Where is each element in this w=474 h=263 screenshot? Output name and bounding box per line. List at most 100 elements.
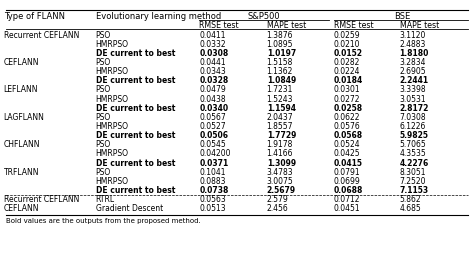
Text: S&P500: S&P500	[248, 12, 281, 21]
Text: DE current to best: DE current to best	[96, 159, 175, 168]
Text: 1.5243: 1.5243	[267, 95, 293, 104]
Text: 1.4166: 1.4166	[267, 149, 293, 158]
Text: 5.7065: 5.7065	[400, 140, 426, 149]
Text: 1.9178: 1.9178	[267, 140, 293, 149]
Text: MAPE test: MAPE test	[400, 21, 439, 30]
Text: 0.0699: 0.0699	[334, 177, 360, 186]
Text: 1.7729: 1.7729	[267, 131, 296, 140]
Text: HMRPSO: HMRPSO	[96, 95, 128, 104]
Text: DE current to best: DE current to best	[96, 104, 175, 113]
Text: 1.0895: 1.0895	[267, 40, 293, 49]
Text: 0.0258: 0.0258	[334, 104, 363, 113]
Text: 1.1362: 1.1362	[267, 67, 293, 76]
Text: 0.0568: 0.0568	[334, 131, 363, 140]
Text: BSE: BSE	[394, 12, 410, 21]
Text: 7.1153: 7.1153	[400, 186, 428, 195]
Text: 0.0567: 0.0567	[199, 113, 226, 122]
Text: 3.4783: 3.4783	[267, 168, 293, 177]
Text: 1.1594: 1.1594	[267, 104, 296, 113]
Text: 0.04200: 0.04200	[199, 149, 231, 158]
Text: 0.0371: 0.0371	[199, 159, 228, 168]
Text: CEFLANN: CEFLANN	[4, 204, 39, 213]
Text: 1.5158: 1.5158	[267, 58, 293, 67]
Text: 0.0340: 0.0340	[199, 104, 228, 113]
Text: 1.0849: 1.0849	[267, 76, 296, 85]
Text: 2.8172: 2.8172	[400, 104, 429, 113]
Text: Type of FLANN: Type of FLANN	[4, 12, 65, 21]
Text: HMRPSO: HMRPSO	[96, 67, 128, 76]
Text: 2.456: 2.456	[267, 204, 289, 213]
Text: 4.3535: 4.3535	[400, 149, 426, 158]
Text: 0.0712: 0.0712	[334, 195, 360, 204]
Text: 5.9825: 5.9825	[400, 131, 428, 140]
Text: 1.8557: 1.8557	[267, 122, 293, 131]
Text: 3.2834: 3.2834	[400, 58, 426, 67]
Text: 2.5679: 2.5679	[267, 186, 296, 195]
Text: 2.6905: 2.6905	[400, 67, 426, 76]
Text: 1.3876: 1.3876	[267, 31, 293, 40]
Text: 1.7231: 1.7231	[267, 85, 293, 94]
Text: 2.0437: 2.0437	[267, 113, 293, 122]
Text: 0.0224: 0.0224	[334, 67, 360, 76]
Text: PSO: PSO	[96, 85, 111, 94]
Text: 3.0075: 3.0075	[267, 177, 293, 186]
Text: 0.0308: 0.0308	[199, 49, 228, 58]
Text: 0.0545: 0.0545	[199, 140, 226, 149]
Text: 0.1041: 0.1041	[199, 168, 226, 177]
Text: 0.0688: 0.0688	[334, 186, 363, 195]
Text: 5.862: 5.862	[400, 195, 421, 204]
Text: 0.0152: 0.0152	[334, 49, 363, 58]
Text: 0.0259: 0.0259	[334, 31, 360, 40]
Text: 0.0506: 0.0506	[199, 131, 228, 140]
Text: PSO: PSO	[96, 140, 111, 149]
Text: 4.2276: 4.2276	[400, 159, 429, 168]
Text: CHFLANN: CHFLANN	[4, 140, 40, 149]
Text: DE current to best: DE current to best	[96, 186, 175, 195]
Text: DE current to best: DE current to best	[96, 49, 175, 58]
Text: 0.0738: 0.0738	[199, 186, 228, 195]
Text: RMSE test: RMSE test	[199, 21, 239, 30]
Text: 0.0343: 0.0343	[199, 67, 226, 76]
Text: PSO: PSO	[96, 58, 111, 67]
Text: Recurrent CEFLANN: Recurrent CEFLANN	[4, 31, 79, 40]
Text: PSO: PSO	[96, 168, 111, 177]
Text: 0.0622: 0.0622	[334, 113, 360, 122]
Text: 0.0415: 0.0415	[334, 159, 363, 168]
Text: 0.0184: 0.0184	[334, 76, 363, 85]
Text: HMRPSO: HMRPSO	[96, 149, 128, 158]
Text: 0.0411: 0.0411	[199, 31, 226, 40]
Text: Recurrent CEFLANN: Recurrent CEFLANN	[4, 195, 79, 204]
Text: 7.2520: 7.2520	[400, 177, 426, 186]
Text: 0.0883: 0.0883	[199, 177, 226, 186]
Text: 0.0791: 0.0791	[334, 168, 360, 177]
Text: 3.3398: 3.3398	[400, 85, 426, 94]
Text: 2.2441: 2.2441	[400, 76, 428, 85]
Text: 6.1226: 6.1226	[400, 122, 426, 131]
Text: RMSE test: RMSE test	[334, 21, 373, 30]
Text: LAGFLANN: LAGFLANN	[4, 113, 45, 122]
Text: Evolutionary learning method: Evolutionary learning method	[96, 12, 221, 21]
Text: 0.0425: 0.0425	[334, 149, 360, 158]
Text: DE current to best: DE current to best	[96, 131, 175, 140]
Text: 0.0524: 0.0524	[334, 140, 360, 149]
Text: Gradient Descent: Gradient Descent	[96, 204, 163, 213]
Text: PSO: PSO	[96, 113, 111, 122]
Text: RTRL: RTRL	[96, 195, 115, 204]
Text: 0.0282: 0.0282	[334, 58, 360, 67]
Text: 1.3099: 1.3099	[267, 159, 296, 168]
Text: 0.0563: 0.0563	[199, 195, 226, 204]
Text: 0.0576: 0.0576	[334, 122, 360, 131]
Text: 0.0441: 0.0441	[199, 58, 226, 67]
Text: 0.0451: 0.0451	[334, 204, 360, 213]
Text: LEFLANN: LEFLANN	[4, 85, 38, 94]
Text: 0.0513: 0.0513	[199, 204, 226, 213]
Text: 2.4883: 2.4883	[400, 40, 426, 49]
Text: 4.685: 4.685	[400, 204, 421, 213]
Text: 2.579: 2.579	[267, 195, 289, 204]
Text: CEFLANN: CEFLANN	[4, 58, 39, 67]
Text: HMRPSO: HMRPSO	[96, 40, 128, 49]
Text: PSO: PSO	[96, 31, 111, 40]
Text: 0.0328: 0.0328	[199, 76, 228, 85]
Text: 0.0272: 0.0272	[334, 95, 360, 104]
Text: 7.0308: 7.0308	[400, 113, 426, 122]
